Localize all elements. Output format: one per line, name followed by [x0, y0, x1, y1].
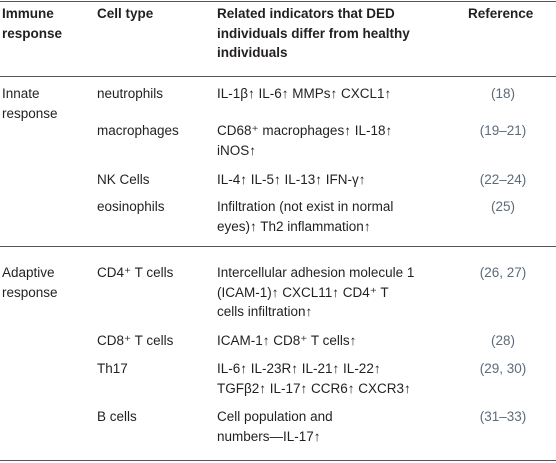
cell-type: eosinophils	[97, 199, 165, 214]
cell-type: CD8⁺ T cells	[97, 333, 174, 348]
reference: (18)	[490, 86, 515, 101]
header-cell: Reference	[468, 6, 534, 21]
indicator: cells infiltration↑	[217, 304, 313, 319]
cell-type: NK Cells	[97, 172, 150, 187]
indicator: (ICAM-1)↑ CXCL11↑ CD4⁺ T	[217, 284, 389, 300]
indicator: Infiltration (not exist in normal	[217, 199, 394, 214]
header-cell: Immune	[2, 6, 54, 21]
indicator: CD68⁺ macrophages↑ IL-18↑	[217, 123, 393, 138]
rule	[0, 246, 556, 247]
rule	[0, 1, 556, 2]
header-cell: Related indicators that DED	[217, 6, 395, 21]
section-label: response	[2, 105, 58, 121]
indicator: TGFβ2↑ IL-17↑ CCR6↑ CXCR3↑	[217, 380, 411, 396]
indicator: ICAM-1↑ CD8⁺ T cells↑	[217, 333, 357, 348]
header-cell: individuals	[217, 45, 288, 60]
indicator: eyes)↑ Th2 inflammation↑	[217, 218, 371, 234]
reference: (25)	[490, 199, 515, 214]
rule	[0, 76, 556, 77]
indicator: Intercellular adhesion molecule 1	[217, 265, 415, 280]
header-cell: response	[2, 25, 63, 41]
cell-type: B cells	[97, 409, 137, 424]
indicator: numbers—IL-17↑	[217, 428, 321, 444]
header-cell: Cell type	[97, 6, 154, 21]
indicator: IL-6↑ IL-23R↑ IL-21↑ IL-22↑	[217, 361, 381, 376]
reference: (22–24)	[479, 172, 527, 187]
cell-type: neutrophils	[97, 86, 164, 101]
indicator: IL-4↑ IL-5↑ IL-13↑ IFN-γ↑	[217, 172, 366, 187]
cell-type: Th17	[97, 361, 128, 376]
indicator: Cell population and	[217, 409, 333, 424]
reference: (28)	[490, 333, 515, 348]
cell-type: CD4⁺ T cells	[97, 265, 174, 280]
reference: (19–21)	[479, 123, 527, 138]
section-label: Innate	[2, 86, 40, 101]
cell-type: macrophages	[97, 123, 179, 138]
indicator: iNOS↑	[217, 142, 257, 158]
reference: (26, 27)	[479, 265, 527, 280]
rule	[0, 460, 556, 461]
reference: (29, 30)	[479, 361, 527, 376]
section-label: response	[2, 284, 58, 300]
indicator: IL-1β↑ IL-6↑ MMPs↑ CXCL1↑	[217, 86, 392, 101]
reference: (31–33)	[479, 409, 527, 424]
header-cell: individuals differ from healthy	[217, 25, 410, 41]
section-label: Adaptive	[2, 265, 55, 280]
